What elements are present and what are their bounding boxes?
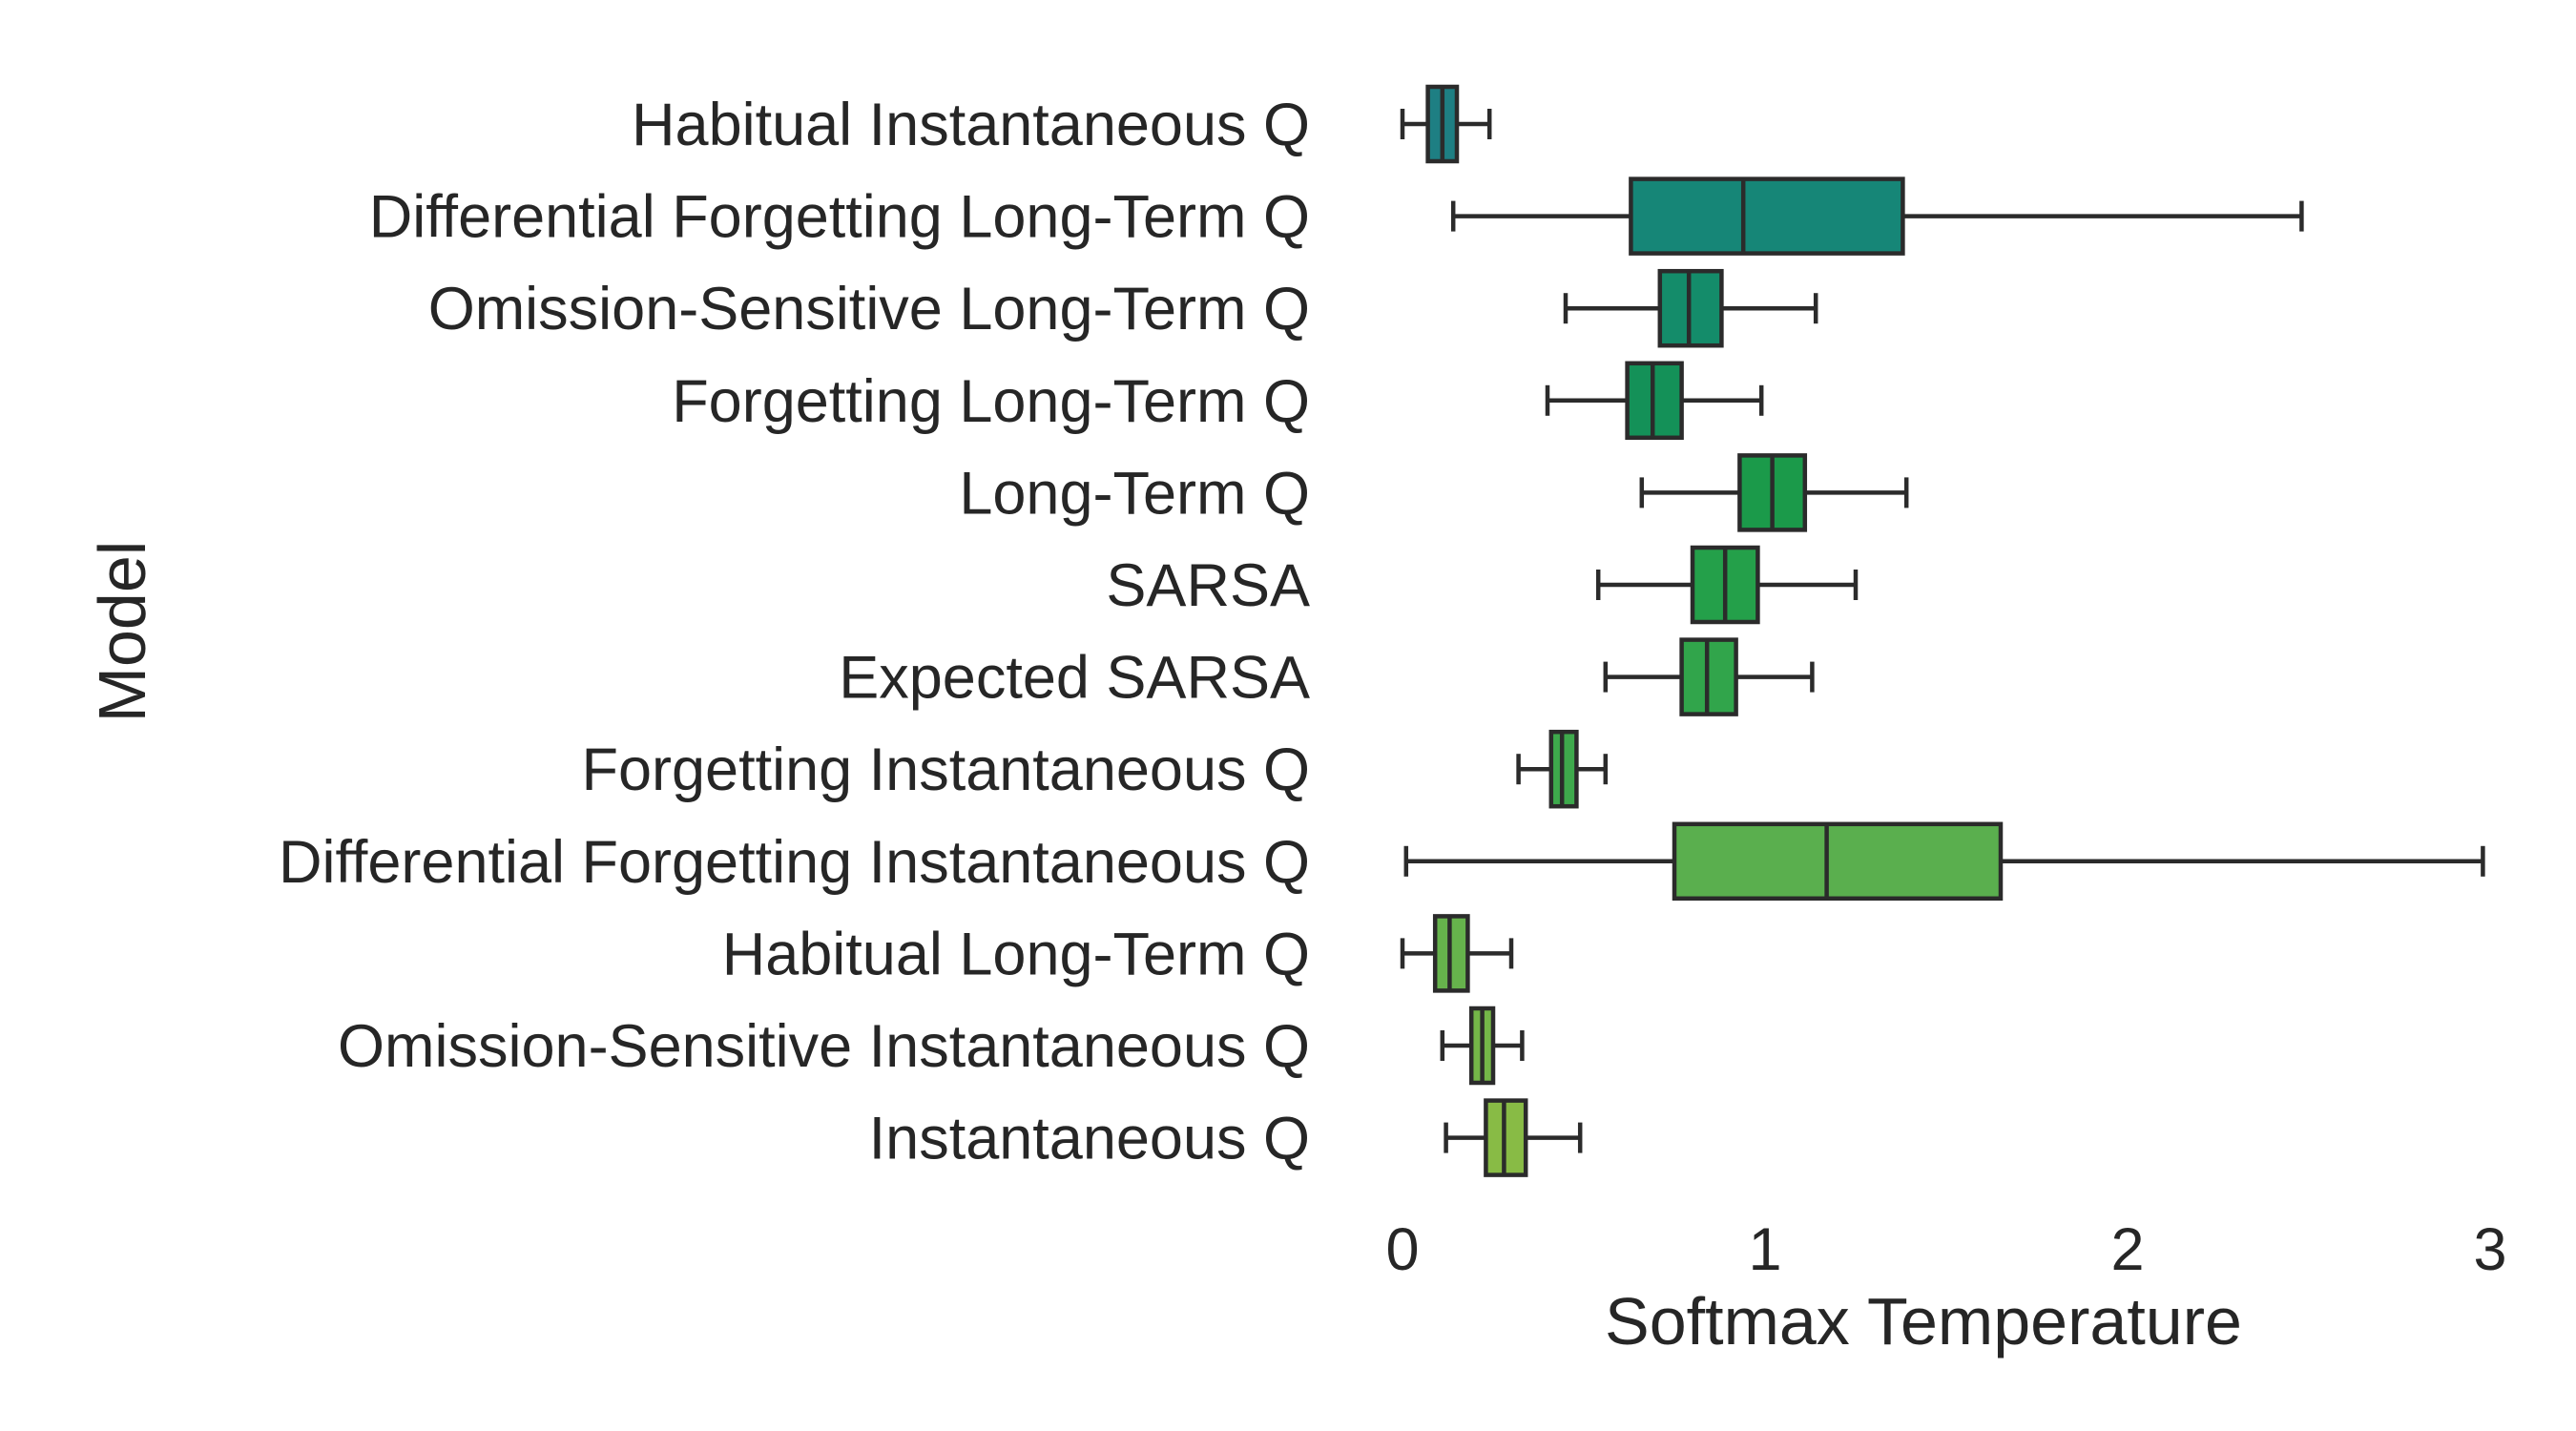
x-axis-title: Softmax Temperature (1605, 1284, 2242, 1358)
x-axis-ticks: 0 1 2 3 (1385, 1216, 2506, 1283)
category-labels: Habitual Instantaneous Q Differential For… (279, 92, 1310, 1172)
category-label: SARSA (1106, 552, 1310, 619)
category-label: Differential Forgetting Long-Term Q (369, 184, 1310, 251)
box-iqr (1629, 176, 1905, 256)
box-group (1400, 914, 1514, 993)
box-group (1595, 545, 1859, 625)
category-label: Omission-Sensitive Long-Term Q (428, 276, 1310, 342)
box-group (1444, 1098, 1583, 1177)
category-label: Habitual Long-Term Q (722, 921, 1310, 987)
x-tick-label: 2 (2110, 1216, 2144, 1283)
box-iqr (1672, 821, 2004, 902)
x-tick-label: 0 (1385, 1216, 1419, 1283)
category-label: Omission-Sensitive Instantaneous Q (338, 1013, 1310, 1080)
category-label: Habitual Instantaneous Q (632, 92, 1310, 158)
box-group (1403, 821, 2485, 902)
x-tick-label: 1 (1748, 1216, 1781, 1283)
box-group (1516, 729, 1609, 809)
category-label: Differential Forgetting Instantaneous Q (279, 829, 1310, 896)
box-group (1450, 176, 2304, 256)
category-label: Instantaneous Q (869, 1106, 1310, 1172)
y-axis-title: Model (85, 541, 159, 723)
category-label: Expected SARSA (839, 645, 1310, 712)
category-label: Forgetting Long-Term Q (672, 368, 1310, 435)
box-group (1563, 268, 1818, 348)
box-group (1603, 637, 1815, 716)
category-label: Forgetting Instantaneous Q (582, 736, 1310, 803)
box-group (1400, 84, 1492, 164)
box-group (1440, 1006, 1525, 1086)
box-group (1545, 361, 1764, 441)
category-label: Long-Term Q (959, 460, 1310, 527)
boxes-layer (1400, 84, 2485, 1177)
x-tick-label: 3 (2473, 1216, 2506, 1283)
box-group (1639, 453, 1909, 532)
